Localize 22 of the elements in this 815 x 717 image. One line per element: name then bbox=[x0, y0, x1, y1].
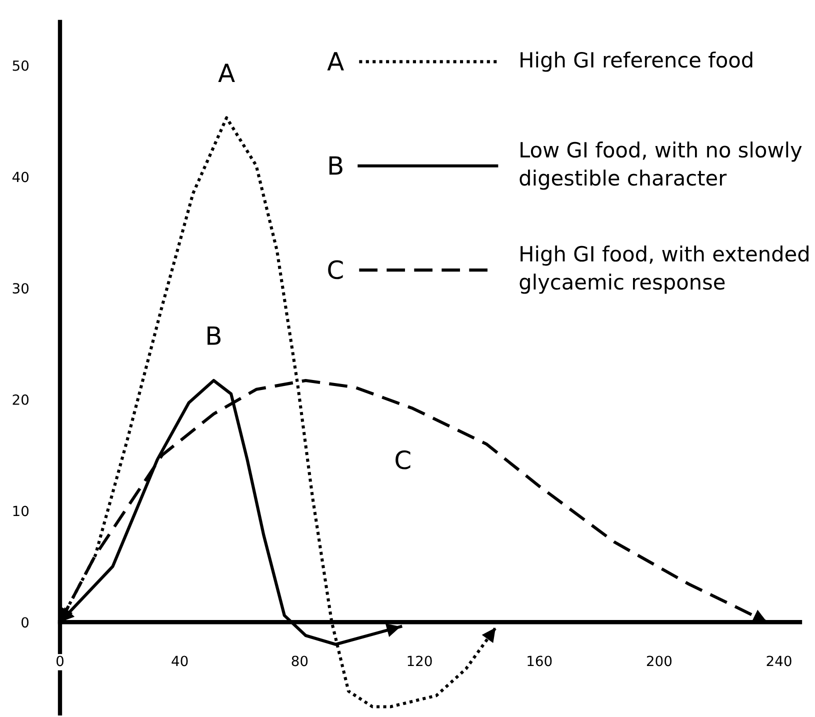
y-tick-label: 50 bbox=[12, 60, 29, 71]
annotation: High GI reference food bbox=[520, 52, 752, 72]
y-tick-label: 40 bbox=[12, 172, 29, 182]
x-tick-label: 160 bbox=[528, 656, 552, 666]
series-label: C bbox=[396, 450, 410, 470]
x-tick-label: 0 bbox=[56, 656, 64, 666]
y-tick-label: 30 bbox=[12, 283, 29, 294]
series-label: A bbox=[218, 64, 235, 82]
series-label: B bbox=[208, 326, 220, 345]
annotation: Low GI food, with no slowly digestible character bbox=[520, 142, 802, 190]
y-tick-label: 10 bbox=[13, 506, 29, 516]
text: A bbox=[327, 52, 344, 70]
x-tick-label: 200 bbox=[646, 656, 672, 666]
x-tick-label: 120 bbox=[408, 656, 432, 666]
y-tick-label: 20 bbox=[12, 394, 29, 405]
y-tick-label: 0 bbox=[22, 617, 29, 628]
x-tick-label: 240 bbox=[766, 656, 792, 666]
x-tick-label: 80 bbox=[292, 656, 308, 666]
text: B bbox=[329, 156, 342, 175]
text: C bbox=[328, 260, 343, 280]
annotation: High GI food, with extended glycaemic response bbox=[520, 246, 808, 294]
x-tick-label: 40 bbox=[172, 656, 188, 666]
